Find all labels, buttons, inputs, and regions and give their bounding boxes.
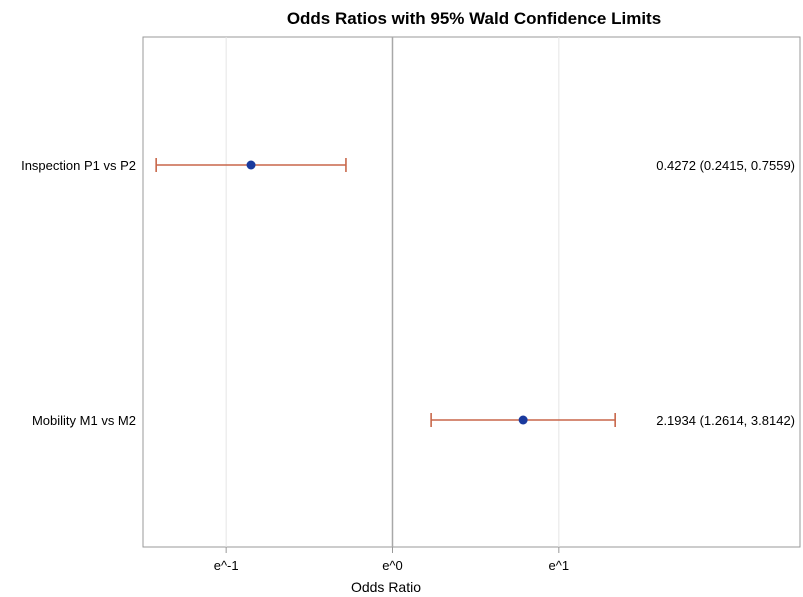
grid-lines bbox=[225, 37, 560, 547]
forest-row-1: Mobility M1 vs M2 2.1934 (1.2614, 3.8142) bbox=[32, 413, 795, 428]
estimate-point-1 bbox=[518, 415, 528, 425]
forest-row-0: Inspection P1 vs P2 0.4272 (0.2415, 0.755… bbox=[21, 158, 795, 173]
row-label-1: Mobility M1 vs M2 bbox=[32, 413, 136, 428]
x-tick-label-0: e^-1 bbox=[214, 558, 239, 573]
x-axis-label: Odds Ratio bbox=[351, 579, 421, 595]
x-tick-label-2: e^1 bbox=[549, 558, 570, 573]
estimate-text-0: 0.4272 (0.2415, 0.7559) bbox=[656, 158, 795, 173]
estimate-text-1: 2.1934 (1.2614, 3.8142) bbox=[656, 413, 795, 428]
x-axis-ticks: e^-1 e^0 e^1 bbox=[214, 547, 569, 573]
estimate-point-0 bbox=[246, 160, 256, 170]
forest-rows: Inspection P1 vs P2 0.4272 (0.2415, 0.755… bbox=[21, 158, 795, 428]
chart-title: Odds Ratios with 95% Wald Confidence Lim… bbox=[287, 9, 661, 28]
plot-area-frame bbox=[142, 36, 801, 548]
x-tick-label-1: e^0 bbox=[382, 558, 403, 573]
row-label-0: Inspection P1 vs P2 bbox=[21, 158, 136, 173]
